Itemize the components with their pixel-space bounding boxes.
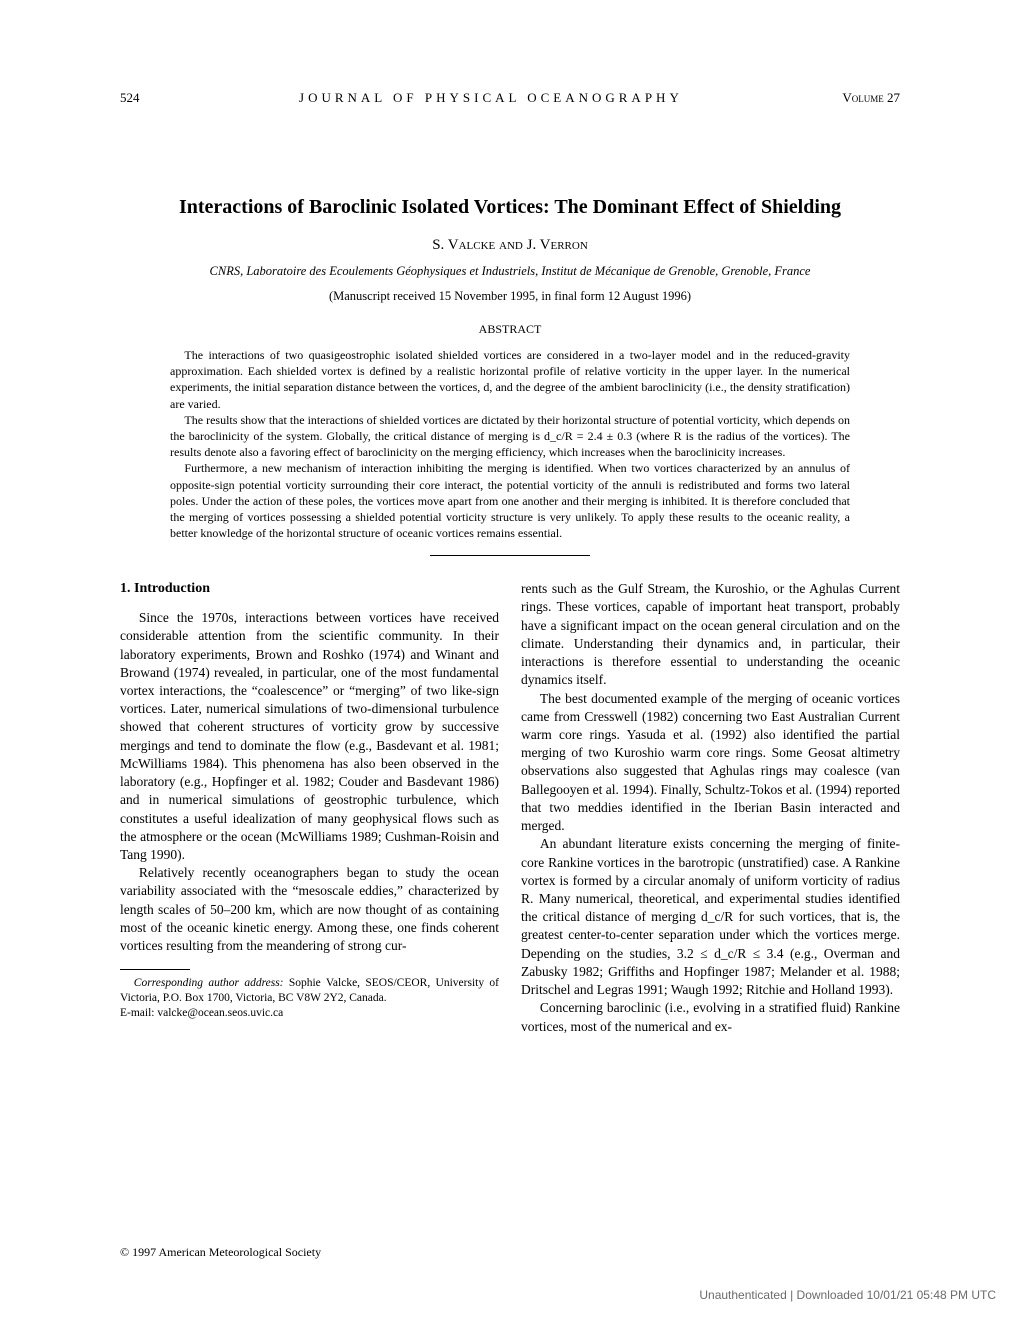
body-paragraph: An abundant literature exists concerning… bbox=[521, 835, 900, 999]
footnote-label: Corresponding author address: bbox=[134, 977, 284, 989]
download-watermark: Unauthenticated | Downloaded 10/01/21 05… bbox=[699, 1288, 996, 1302]
running-header: 524 JOURNAL OF PHYSICAL OCEANOGRAPHY Vol… bbox=[120, 90, 900, 106]
copyright-notice: © 1997 American Meteorological Society bbox=[120, 1245, 321, 1260]
abstract-paragraph: The results show that the interactions o… bbox=[170, 412, 850, 461]
body-paragraph: Relatively recently oceanographers began… bbox=[120, 864, 499, 955]
manuscript-dates: (Manuscript received 15 November 1995, i… bbox=[120, 289, 900, 304]
abstract-body: The interactions of two quasigeostrophic… bbox=[170, 347, 850, 541]
footnote-block: Corresponding author address: Sophie Val… bbox=[120, 969, 499, 1021]
footnote-email: E-mail: valcke@ocean.seos.uvic.ca bbox=[120, 1006, 499, 1021]
authors: S. Valcke and J. Verron bbox=[120, 237, 900, 254]
body-paragraph: Since the 1970s, interactions between vo… bbox=[120, 609, 499, 864]
journal-name: JOURNAL OF PHYSICAL OCEANOGRAPHY bbox=[299, 90, 683, 106]
abstract-paragraph: The interactions of two quasigeostrophic… bbox=[170, 347, 850, 412]
corresponding-author-footnote: Corresponding author address: Sophie Val… bbox=[120, 976, 499, 1021]
article-title: Interactions of Baroclinic Isolated Vort… bbox=[120, 196, 900, 219]
section-heading: 1. Introduction bbox=[120, 580, 499, 599]
abstract-heading: ABSTRACT bbox=[120, 322, 900, 337]
body-paragraph: The best documented example of the mergi… bbox=[521, 690, 900, 836]
body-paragraph: rents such as the Gulf Stream, the Kuros… bbox=[521, 580, 900, 689]
body-paragraph: Concerning baroclinic (i.e., evolving in… bbox=[521, 999, 900, 1035]
affiliation: CNRS, Laboratoire des Ecoulements Géophy… bbox=[120, 264, 900, 279]
abstract-paragraph: Furthermore, a new mechanism of interact… bbox=[170, 460, 850, 541]
footnote-divider bbox=[120, 969, 190, 970]
section-divider bbox=[430, 555, 590, 556]
page-number: 524 bbox=[120, 90, 140, 106]
volume-label: Volume 27 bbox=[842, 90, 900, 106]
body-columns: 1. Introduction Since the 1970s, interac… bbox=[120, 580, 900, 1035]
